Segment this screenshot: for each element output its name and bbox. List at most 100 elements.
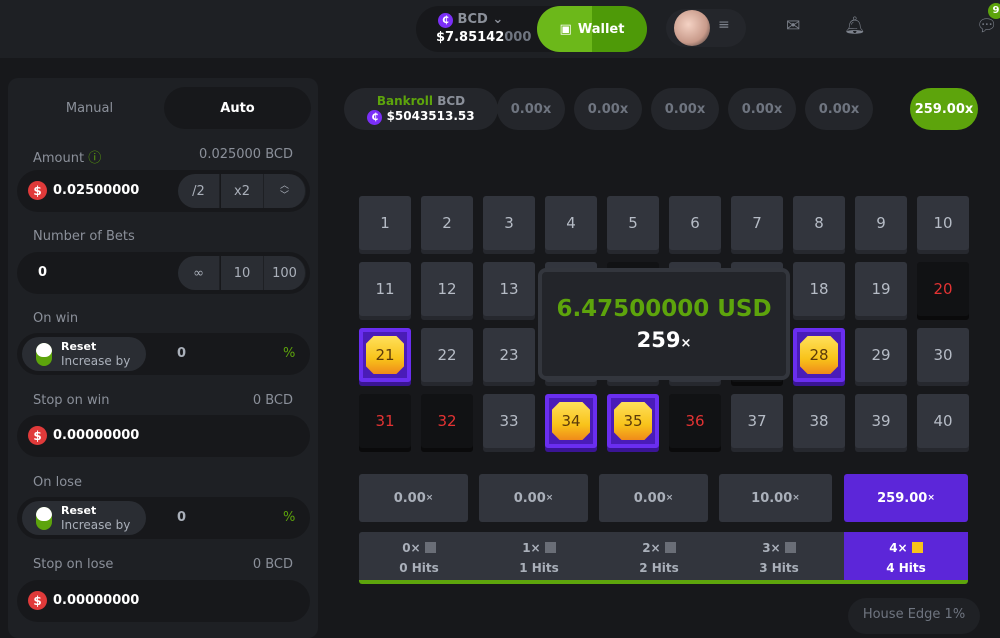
tile-37[interactable]: 37 bbox=[731, 394, 783, 448]
tile-19[interactable]: 19 bbox=[855, 262, 907, 316]
stop-lose-input[interactable]: $ 0.00000000 bbox=[17, 580, 310, 622]
infinite-button[interactable]: ∞ bbox=[178, 256, 220, 290]
amount-input[interactable]: $ 0.02500000 /2 x2 ︿ ﹀ bbox=[17, 170, 310, 212]
hits-column: 3× 3 Hits bbox=[759, 541, 799, 575]
amount-label: Amount ⓘ bbox=[33, 151, 102, 166]
tile-6[interactable]: 6 bbox=[669, 196, 721, 250]
on-win-value[interactable]: 0 bbox=[177, 346, 187, 361]
half-button[interactable]: /2 bbox=[178, 174, 220, 208]
chat-icon[interactable]: 💬︎ bbox=[976, 16, 998, 36]
tile-29[interactable]: 29 bbox=[855, 328, 907, 382]
tile-2[interactable]: 2 bbox=[421, 196, 473, 250]
bell-icon[interactable]: 🔔︎ bbox=[844, 16, 866, 36]
stepper-arrows-icon[interactable]: ︿ ﹀ bbox=[264, 174, 306, 208]
tile-9[interactable]: 9 bbox=[855, 196, 907, 250]
on-win-field: Reset Increase by 0 % bbox=[17, 333, 310, 375]
tile-32[interactable]: 32 bbox=[421, 394, 473, 448]
tile-13[interactable]: 13 bbox=[483, 262, 535, 316]
history-pill[interactable]: 259.00x bbox=[910, 88, 978, 130]
tile-10[interactable]: 10 bbox=[917, 196, 969, 250]
stop-win-label: Stop on win bbox=[33, 393, 110, 408]
tile-5[interactable]: 5 bbox=[607, 196, 659, 250]
tile-38[interactable]: 38 bbox=[793, 394, 845, 448]
tab-auto[interactable]: Auto bbox=[164, 87, 311, 129]
on-win-label: On win bbox=[33, 311, 79, 326]
on-win-toggle[interactable]: Reset Increase by bbox=[22, 337, 146, 371]
info-icon: ⓘ bbox=[88, 151, 102, 166]
tile-4[interactable]: 4 bbox=[545, 196, 597, 250]
stop-lose-value: 0.00000000 bbox=[53, 593, 140, 608]
house-edge-button[interactable]: House Edge 1% bbox=[848, 598, 980, 634]
stop-win-bcd: 0 BCD bbox=[252, 393, 293, 408]
reset-option: Reset bbox=[61, 504, 97, 517]
ten-button[interactable]: 10 bbox=[221, 256, 264, 290]
stop-win-input[interactable]: $ 0.00000000 bbox=[17, 415, 310, 457]
tile-11[interactable]: 11 bbox=[359, 262, 411, 316]
win-tooltip: 6.47500000 USD 259× bbox=[538, 268, 790, 380]
gem-icon bbox=[424, 542, 436, 553]
payout-multiplier: 0.00 × bbox=[479, 474, 588, 522]
gem-icon: 28 bbox=[800, 336, 838, 374]
tile-40[interactable]: 40 bbox=[917, 394, 969, 448]
tile-28[interactable]: 28 bbox=[793, 328, 845, 382]
history-pill[interactable]: 0.00x bbox=[574, 88, 642, 130]
num-bets-input[interactable]: 0 ∞ 10 100 bbox=[17, 252, 310, 294]
tile-33[interactable]: 33 bbox=[483, 394, 535, 448]
bankroll-currency: BCD bbox=[437, 94, 466, 108]
balance-tail: 000 bbox=[504, 30, 532, 45]
tile-21[interactable]: 21 bbox=[359, 328, 411, 382]
tile-35[interactable]: 35 bbox=[607, 394, 659, 448]
on-lose-label: On lose bbox=[33, 475, 82, 490]
amount-bcd: 0.025000 BCD bbox=[199, 147, 293, 162]
tile-31[interactable]: 31 bbox=[359, 394, 411, 448]
double-button[interactable]: x2 bbox=[221, 174, 264, 208]
mail-icon[interactable]: ✉ bbox=[786, 16, 801, 36]
history-pill[interactable]: 0.00x bbox=[805, 88, 873, 130]
on-lose-field: Reset Increase by 0 % bbox=[17, 497, 310, 539]
avatar[interactable] bbox=[674, 10, 710, 46]
on-lose-toggle[interactable]: Reset Increase by bbox=[22, 501, 146, 535]
payout-multiplier: 0.00 × bbox=[599, 474, 708, 522]
tile-1[interactable]: 1 bbox=[359, 196, 411, 250]
num-bets-value: 0 bbox=[38, 265, 48, 280]
tile-34[interactable]: 34 bbox=[545, 394, 597, 448]
tile-3[interactable]: 3 bbox=[483, 196, 535, 250]
bankroll-value: $5043513.53 bbox=[386, 109, 475, 123]
gem-icon: 35 bbox=[614, 402, 652, 440]
bankroll-box: Bankroll BCD ₵ $5043513.53 bbox=[344, 88, 498, 130]
hits-column: 2× 2 Hits bbox=[639, 541, 679, 575]
tile-23[interactable]: 23 bbox=[483, 328, 535, 382]
hundred-button[interactable]: 100 bbox=[264, 256, 306, 290]
wallet-label: Wallet bbox=[577, 21, 625, 37]
tile-7[interactable]: 7 bbox=[731, 196, 783, 250]
increase-option: Increase by bbox=[61, 518, 131, 532]
stop-lose-label: Stop on lose bbox=[33, 557, 114, 572]
win-multiplier: 259 bbox=[636, 328, 681, 352]
stop-lose-bcd: 0 BCD bbox=[252, 557, 293, 572]
history-pill[interactable]: 0.00x bbox=[497, 88, 565, 130]
balance-main: $7.85142 bbox=[436, 30, 505, 45]
num-bets-label: Number of Bets bbox=[33, 229, 135, 244]
wallet-button[interactable]: ▣ Wallet bbox=[537, 6, 647, 52]
gem-icon: 34 bbox=[552, 402, 590, 440]
on-lose-value[interactable]: 0 bbox=[177, 510, 187, 525]
tile-30[interactable]: 30 bbox=[917, 328, 969, 382]
tile-8[interactable]: 8 bbox=[793, 196, 845, 250]
tile-12[interactable]: 12 bbox=[421, 262, 473, 316]
win-amount: 6.47500000 USD bbox=[556, 296, 772, 322]
payout-multiplier: 259.00 × bbox=[844, 474, 968, 522]
currency-label: BCD bbox=[457, 12, 488, 27]
bcd-coin-icon: ₵ bbox=[438, 13, 453, 28]
tab-manual[interactable]: Manual bbox=[65, 100, 114, 116]
tile-39[interactable]: 39 bbox=[855, 394, 907, 448]
increase-option: Increase by bbox=[61, 354, 131, 368]
reset-option: Reset bbox=[61, 340, 97, 353]
bankroll-label: Bankroll bbox=[376, 94, 434, 108]
wallet-icon: ▣ bbox=[559, 21, 572, 37]
tile-20[interactable]: 20 bbox=[917, 262, 969, 316]
tile-36[interactable]: 36 bbox=[669, 394, 721, 448]
history-pill[interactable]: 0.00x bbox=[651, 88, 719, 130]
tile-22[interactable]: 22 bbox=[421, 328, 473, 382]
tile-18[interactable]: 18 bbox=[793, 262, 845, 316]
history-pill[interactable]: 0.00x bbox=[728, 88, 796, 130]
